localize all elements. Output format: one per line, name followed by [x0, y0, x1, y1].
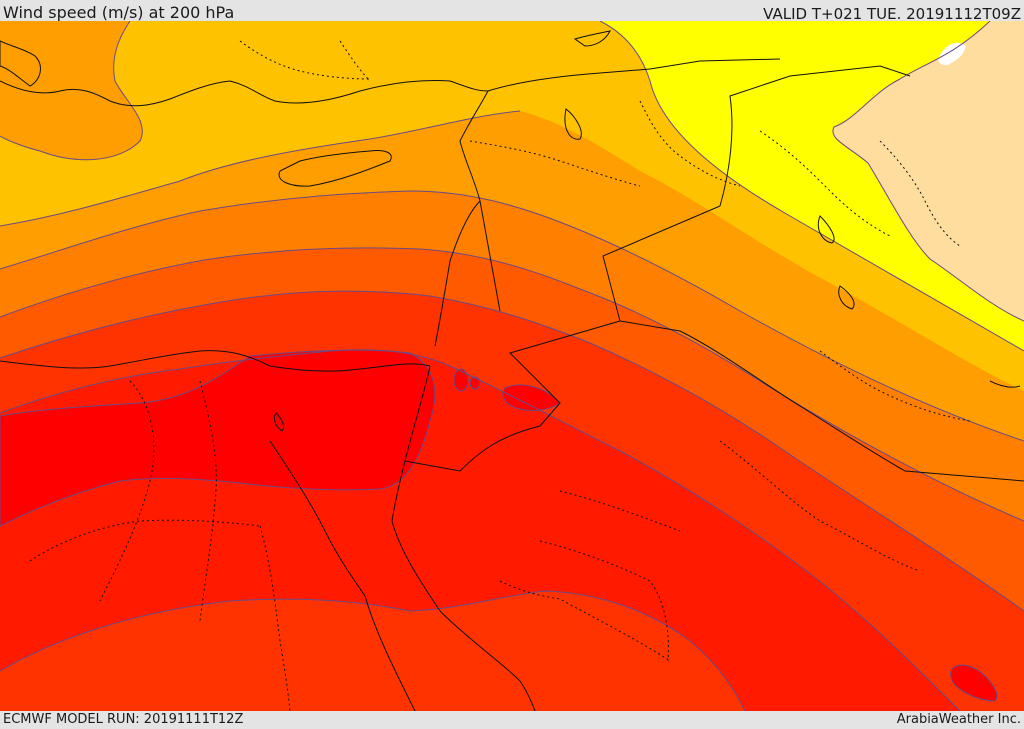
wind-max-cell-d — [950, 664, 998, 702]
wind-max-cell-b — [469, 376, 481, 390]
model-run-label: ECMWF MODEL RUN: 20191111T12Z — [3, 712, 244, 727]
wind-band-max — [0, 349, 436, 527]
province-borders — [29, 40, 971, 711]
country-borders — [0, 30, 1024, 711]
footer-bar: ECMWF MODEL RUN: 20191111T12Z ArabiaWeat… — [0, 711, 1024, 729]
wind-speed-map — [0, 21, 1024, 711]
header-bar: Wind speed (m/s) at 200 hPa VALID T+021 … — [0, 0, 1024, 23]
map-title: Wind speed (m/s) at 200 hPa — [3, 3, 235, 22]
wind-max-cell-a — [453, 368, 469, 392]
wind-contour-lines — [0, 21, 1024, 711]
water-body — [938, 42, 966, 66]
valid-time-label: VALID T+021 TUE. 20191112T09Z — [763, 5, 1021, 23]
credit-label: ArabiaWeather Inc. — [896, 712, 1021, 727]
wind-band-lower — [0, 591, 745, 711]
wind-max-cell-c — [502, 384, 561, 411]
map-canvas — [0, 21, 1024, 711]
